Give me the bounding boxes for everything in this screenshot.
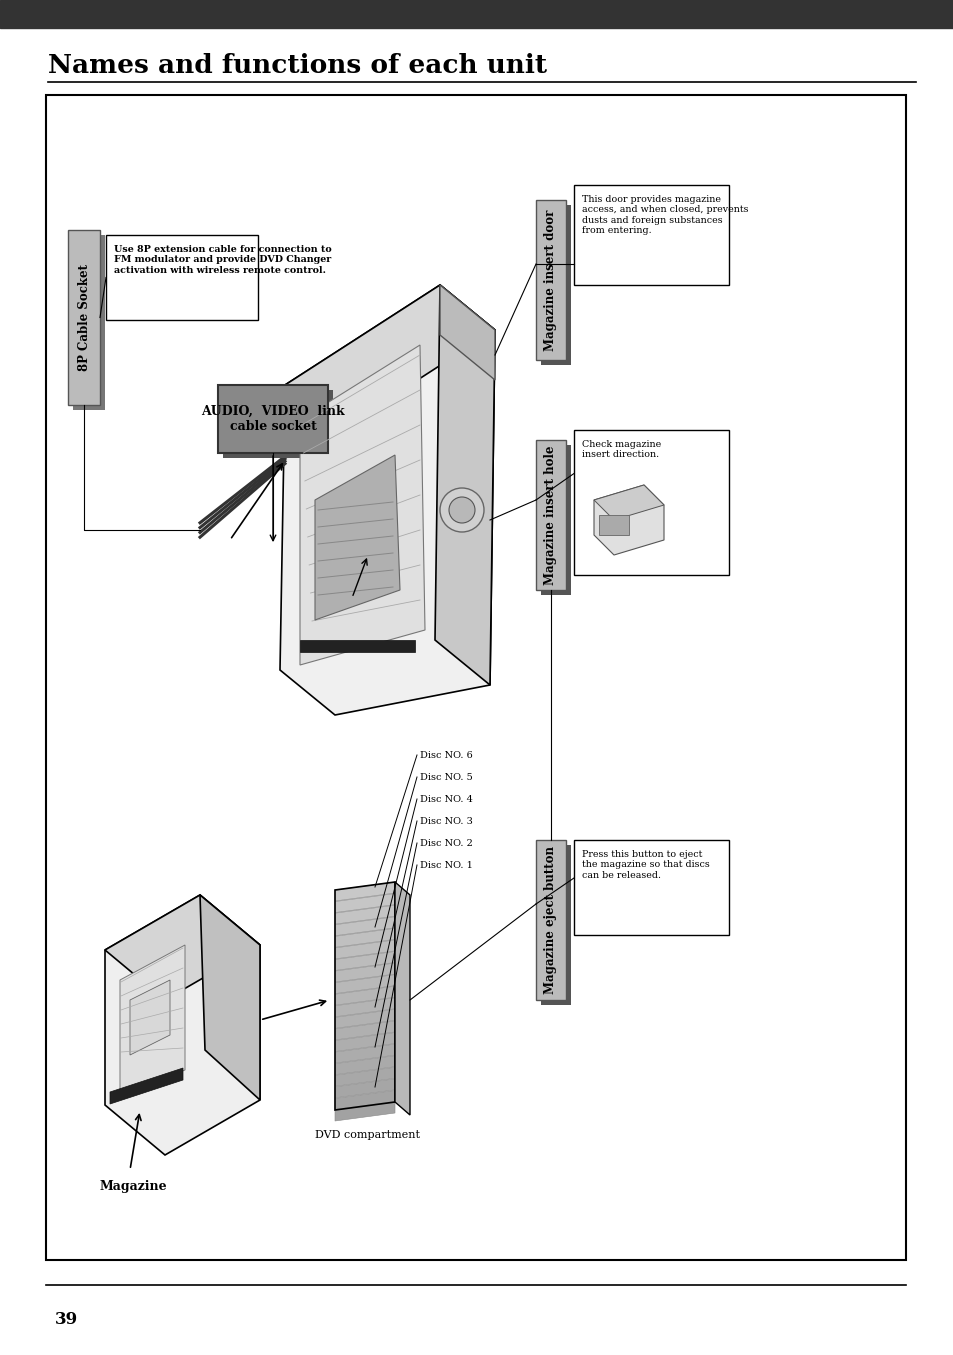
Bar bbox=[598, 515, 628, 535]
Polygon shape bbox=[335, 893, 395, 912]
Polygon shape bbox=[335, 1033, 395, 1051]
Circle shape bbox=[449, 497, 475, 523]
Polygon shape bbox=[335, 1009, 395, 1028]
Text: Names and functions of each unit: Names and functions of each unit bbox=[48, 53, 547, 79]
Bar bbox=[536, 840, 565, 1000]
Polygon shape bbox=[335, 1068, 395, 1087]
Polygon shape bbox=[335, 974, 395, 993]
Bar bbox=[68, 230, 100, 405]
Polygon shape bbox=[299, 346, 424, 665]
Text: 8P Cable Socket: 8P Cable Socket bbox=[77, 264, 91, 371]
Polygon shape bbox=[110, 1068, 183, 1104]
Polygon shape bbox=[335, 1020, 395, 1039]
Bar bbox=[540, 444, 571, 595]
Text: Press this button to eject
the magazine so that discs
can be released.: Press this button to eject the magazine … bbox=[581, 850, 709, 879]
Polygon shape bbox=[335, 1102, 395, 1121]
Bar bbox=[218, 385, 328, 453]
Bar bbox=[46, 95, 905, 1260]
Bar bbox=[299, 640, 415, 652]
Text: Disc NO. 6: Disc NO. 6 bbox=[419, 751, 473, 760]
Text: Disc NO. 2: Disc NO. 2 bbox=[419, 839, 473, 847]
Polygon shape bbox=[130, 980, 170, 1056]
Circle shape bbox=[439, 488, 483, 533]
Polygon shape bbox=[335, 940, 395, 959]
Bar bbox=[536, 201, 565, 360]
Polygon shape bbox=[335, 1091, 395, 1110]
Bar bbox=[574, 430, 728, 575]
Polygon shape bbox=[335, 951, 395, 970]
Text: Magazine insert door: Magazine insert door bbox=[544, 209, 557, 351]
Bar bbox=[574, 186, 728, 285]
Polygon shape bbox=[335, 1045, 395, 1064]
Polygon shape bbox=[335, 986, 395, 1005]
Text: Magazine insert hole: Magazine insert hole bbox=[544, 446, 557, 585]
Bar bbox=[536, 440, 565, 589]
Polygon shape bbox=[105, 896, 260, 1154]
Polygon shape bbox=[200, 896, 260, 1100]
Polygon shape bbox=[335, 997, 395, 1016]
Polygon shape bbox=[439, 285, 495, 379]
Bar bbox=[0, 0, 953, 28]
Polygon shape bbox=[594, 485, 663, 556]
Polygon shape bbox=[435, 285, 495, 686]
Polygon shape bbox=[314, 455, 399, 621]
Bar bbox=[106, 234, 257, 320]
Text: Magazine: Magazine bbox=[100, 1180, 168, 1192]
Bar bbox=[540, 205, 571, 364]
Bar bbox=[574, 840, 728, 935]
Text: DVD compartment: DVD compartment bbox=[314, 1130, 419, 1140]
Polygon shape bbox=[335, 928, 395, 947]
Polygon shape bbox=[395, 882, 410, 1115]
Polygon shape bbox=[335, 1056, 395, 1075]
Text: Disc NO. 4: Disc NO. 4 bbox=[419, 794, 473, 804]
Polygon shape bbox=[335, 1079, 395, 1098]
Text: This door provides magazine
access, and when closed, prevents
dusts and foreign : This door provides magazine access, and … bbox=[581, 195, 748, 236]
Text: Check magazine
insert direction.: Check magazine insert direction. bbox=[581, 440, 660, 459]
Polygon shape bbox=[594, 485, 663, 520]
Text: 39: 39 bbox=[55, 1312, 78, 1328]
Text: Disc NO. 5: Disc NO. 5 bbox=[419, 772, 473, 782]
Text: Use 8P extension cable for connection to
FM modulator and provide DVD Changer
ac: Use 8P extension cable for connection to… bbox=[113, 245, 332, 275]
Polygon shape bbox=[120, 944, 185, 1095]
Bar bbox=[540, 846, 571, 1005]
Polygon shape bbox=[335, 917, 395, 936]
Polygon shape bbox=[335, 905, 395, 924]
Bar bbox=[223, 390, 333, 458]
Polygon shape bbox=[280, 285, 495, 715]
Polygon shape bbox=[285, 285, 495, 430]
Polygon shape bbox=[335, 882, 395, 901]
Polygon shape bbox=[105, 896, 260, 1000]
Text: Disc NO. 1: Disc NO. 1 bbox=[419, 860, 473, 870]
Polygon shape bbox=[335, 963, 395, 982]
Text: Magazine eject button: Magazine eject button bbox=[544, 846, 557, 995]
Bar bbox=[73, 234, 105, 411]
Text: AUDIO,  VIDEO  link
cable socket: AUDIO, VIDEO link cable socket bbox=[201, 405, 344, 434]
Text: Disc NO. 3: Disc NO. 3 bbox=[419, 817, 473, 825]
